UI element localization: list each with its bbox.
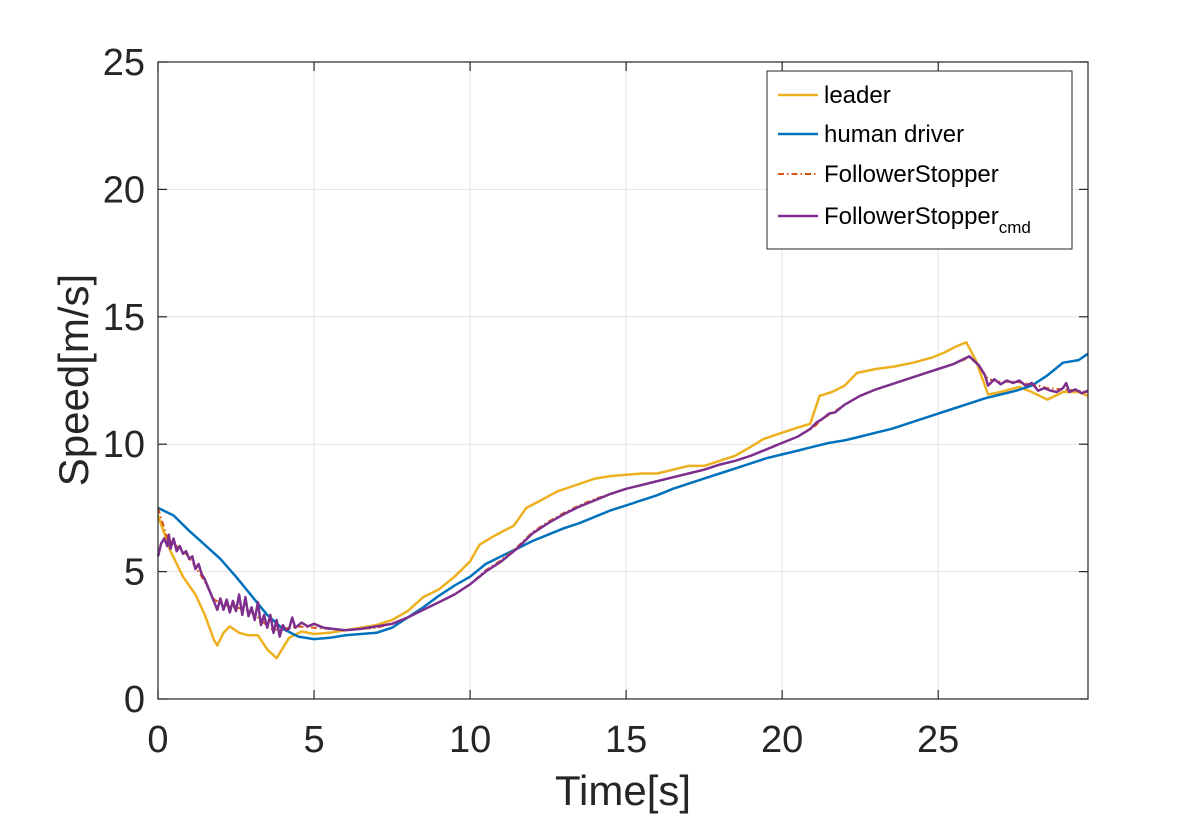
y-tick-label: 20 xyxy=(103,169,145,211)
plot-frame xyxy=(157,61,1089,700)
legend-box xyxy=(766,70,1073,250)
legend-label-human: human driver xyxy=(824,121,964,148)
ticks xyxy=(157,61,1088,700)
series-line-leader xyxy=(156,341,1089,660)
x-tick-label: 10 xyxy=(449,719,491,761)
legend-label-leader: leader xyxy=(824,82,891,109)
legend-label-cmd: FollowerStoppercmd xyxy=(824,203,1031,237)
tick-labels: 0 5 10 15 20 25 0 5 10 15 20 25 xyxy=(103,42,960,761)
y-axis-label: Speed[m/s] xyxy=(50,274,97,486)
x-axis-label: Time[s] xyxy=(555,767,691,814)
series-layer xyxy=(156,341,1089,660)
x-tick-label: 0 xyxy=(147,719,168,761)
series-line-fs xyxy=(157,356,1089,632)
series-line-cmd xyxy=(156,355,1089,638)
legend-label-cmd-main: FollowerStopper xyxy=(824,203,999,230)
series-line-human xyxy=(157,352,1089,641)
legend: leader human driver FollowerStopper Foll… xyxy=(766,70,1073,250)
legend-label-cmd-sub: cmd xyxy=(999,218,1031,237)
legend-label-fs: FollowerStopper xyxy=(824,161,999,188)
x-tick-label: 5 xyxy=(303,719,324,761)
x-tick-label: 15 xyxy=(605,719,647,761)
y-tick-label: 10 xyxy=(103,424,145,466)
x-tick-label: 25 xyxy=(917,719,959,761)
y-tick-label: 0 xyxy=(124,679,145,721)
x-tick-label: 20 xyxy=(761,719,803,761)
y-tick-label: 15 xyxy=(103,297,145,339)
y-tick-label: 5 xyxy=(124,552,145,594)
y-tick-label: 25 xyxy=(103,42,145,84)
